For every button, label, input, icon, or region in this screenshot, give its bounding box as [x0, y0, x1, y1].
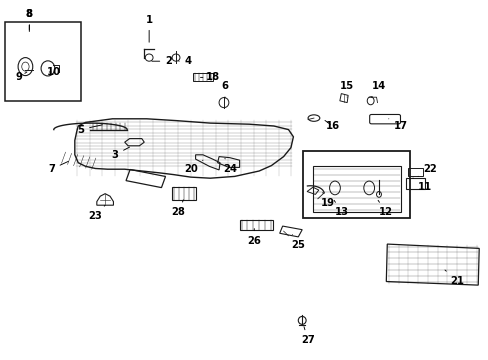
- Text: 2: 2: [152, 56, 172, 66]
- Text: 12: 12: [377, 200, 392, 217]
- Text: 22: 22: [417, 164, 436, 176]
- Text: 3: 3: [111, 147, 129, 160]
- Text: 28: 28: [171, 200, 185, 217]
- Text: 6: 6: [221, 81, 228, 98]
- Text: 8: 8: [26, 9, 33, 31]
- Text: 15: 15: [340, 81, 353, 97]
- Text: 10: 10: [47, 67, 61, 77]
- Text: 16: 16: [325, 121, 339, 131]
- Text: 11: 11: [412, 178, 432, 192]
- Text: 23: 23: [88, 205, 105, 221]
- Text: 14: 14: [371, 81, 386, 97]
- Text: 1: 1: [145, 15, 152, 42]
- Bar: [407, 168, 422, 176]
- Text: 24: 24: [223, 158, 236, 174]
- Bar: [5, 22, 81, 101]
- Text: 17: 17: [388, 119, 407, 131]
- Bar: [303, 151, 409, 218]
- Text: 27: 27: [301, 327, 314, 345]
- Text: 26: 26: [247, 229, 261, 246]
- Bar: [405, 178, 425, 189]
- Text: 4: 4: [179, 56, 191, 66]
- Text: 21: 21: [444, 270, 463, 286]
- Text: 7: 7: [48, 161, 68, 174]
- Text: 13: 13: [333, 200, 348, 217]
- Text: 8: 8: [26, 9, 33, 30]
- Text: 19: 19: [320, 193, 334, 208]
- Text: 9: 9: [15, 72, 27, 82]
- Bar: [172, 187, 195, 200]
- Text: 25: 25: [291, 235, 305, 250]
- Text: 5: 5: [77, 125, 102, 135]
- Text: 18: 18: [200, 72, 219, 82]
- Text: 20: 20: [183, 160, 203, 174]
- Bar: [239, 220, 272, 230]
- Bar: [193, 73, 212, 81]
